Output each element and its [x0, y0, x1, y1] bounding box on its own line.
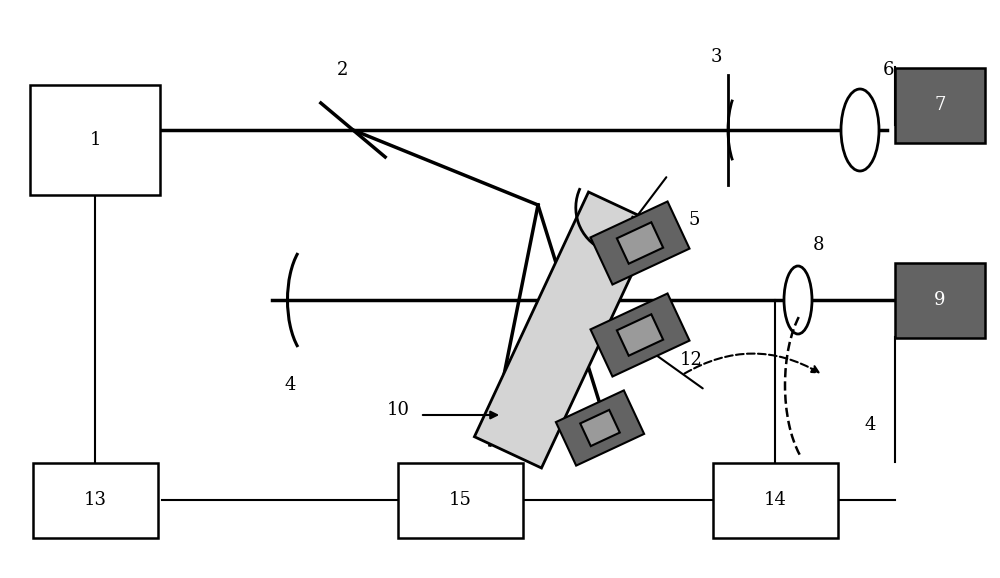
Polygon shape [590, 202, 690, 284]
Text: 4: 4 [864, 416, 876, 434]
Text: 8: 8 [812, 236, 824, 254]
Bar [712, 462, 838, 538]
Polygon shape [590, 294, 690, 376]
Text: 2: 2 [337, 61, 349, 79]
Text: 4: 4 [284, 376, 296, 394]
Bar [30, 85, 160, 195]
Text: 1: 1 [89, 131, 101, 149]
Bar [895, 68, 985, 143]
Text: 15: 15 [449, 491, 471, 509]
Text: 6: 6 [882, 61, 894, 79]
Bar [895, 262, 985, 338]
Bar [32, 462, 158, 538]
Ellipse shape [784, 266, 812, 334]
Polygon shape [556, 390, 644, 466]
Bar [398, 462, 522, 538]
Text: 10: 10 [387, 401, 410, 419]
Text: 3: 3 [710, 48, 722, 66]
Text: 12: 12 [680, 351, 703, 369]
Ellipse shape [841, 89, 879, 171]
Polygon shape [580, 410, 620, 446]
Text: 9: 9 [934, 291, 946, 309]
Polygon shape [474, 192, 656, 468]
Text: 7: 7 [934, 96, 946, 114]
Text: 14: 14 [764, 491, 786, 509]
Polygon shape [617, 223, 663, 264]
Text: 13: 13 [84, 491, 106, 509]
Polygon shape [617, 314, 663, 355]
Text: 5: 5 [688, 211, 699, 229]
